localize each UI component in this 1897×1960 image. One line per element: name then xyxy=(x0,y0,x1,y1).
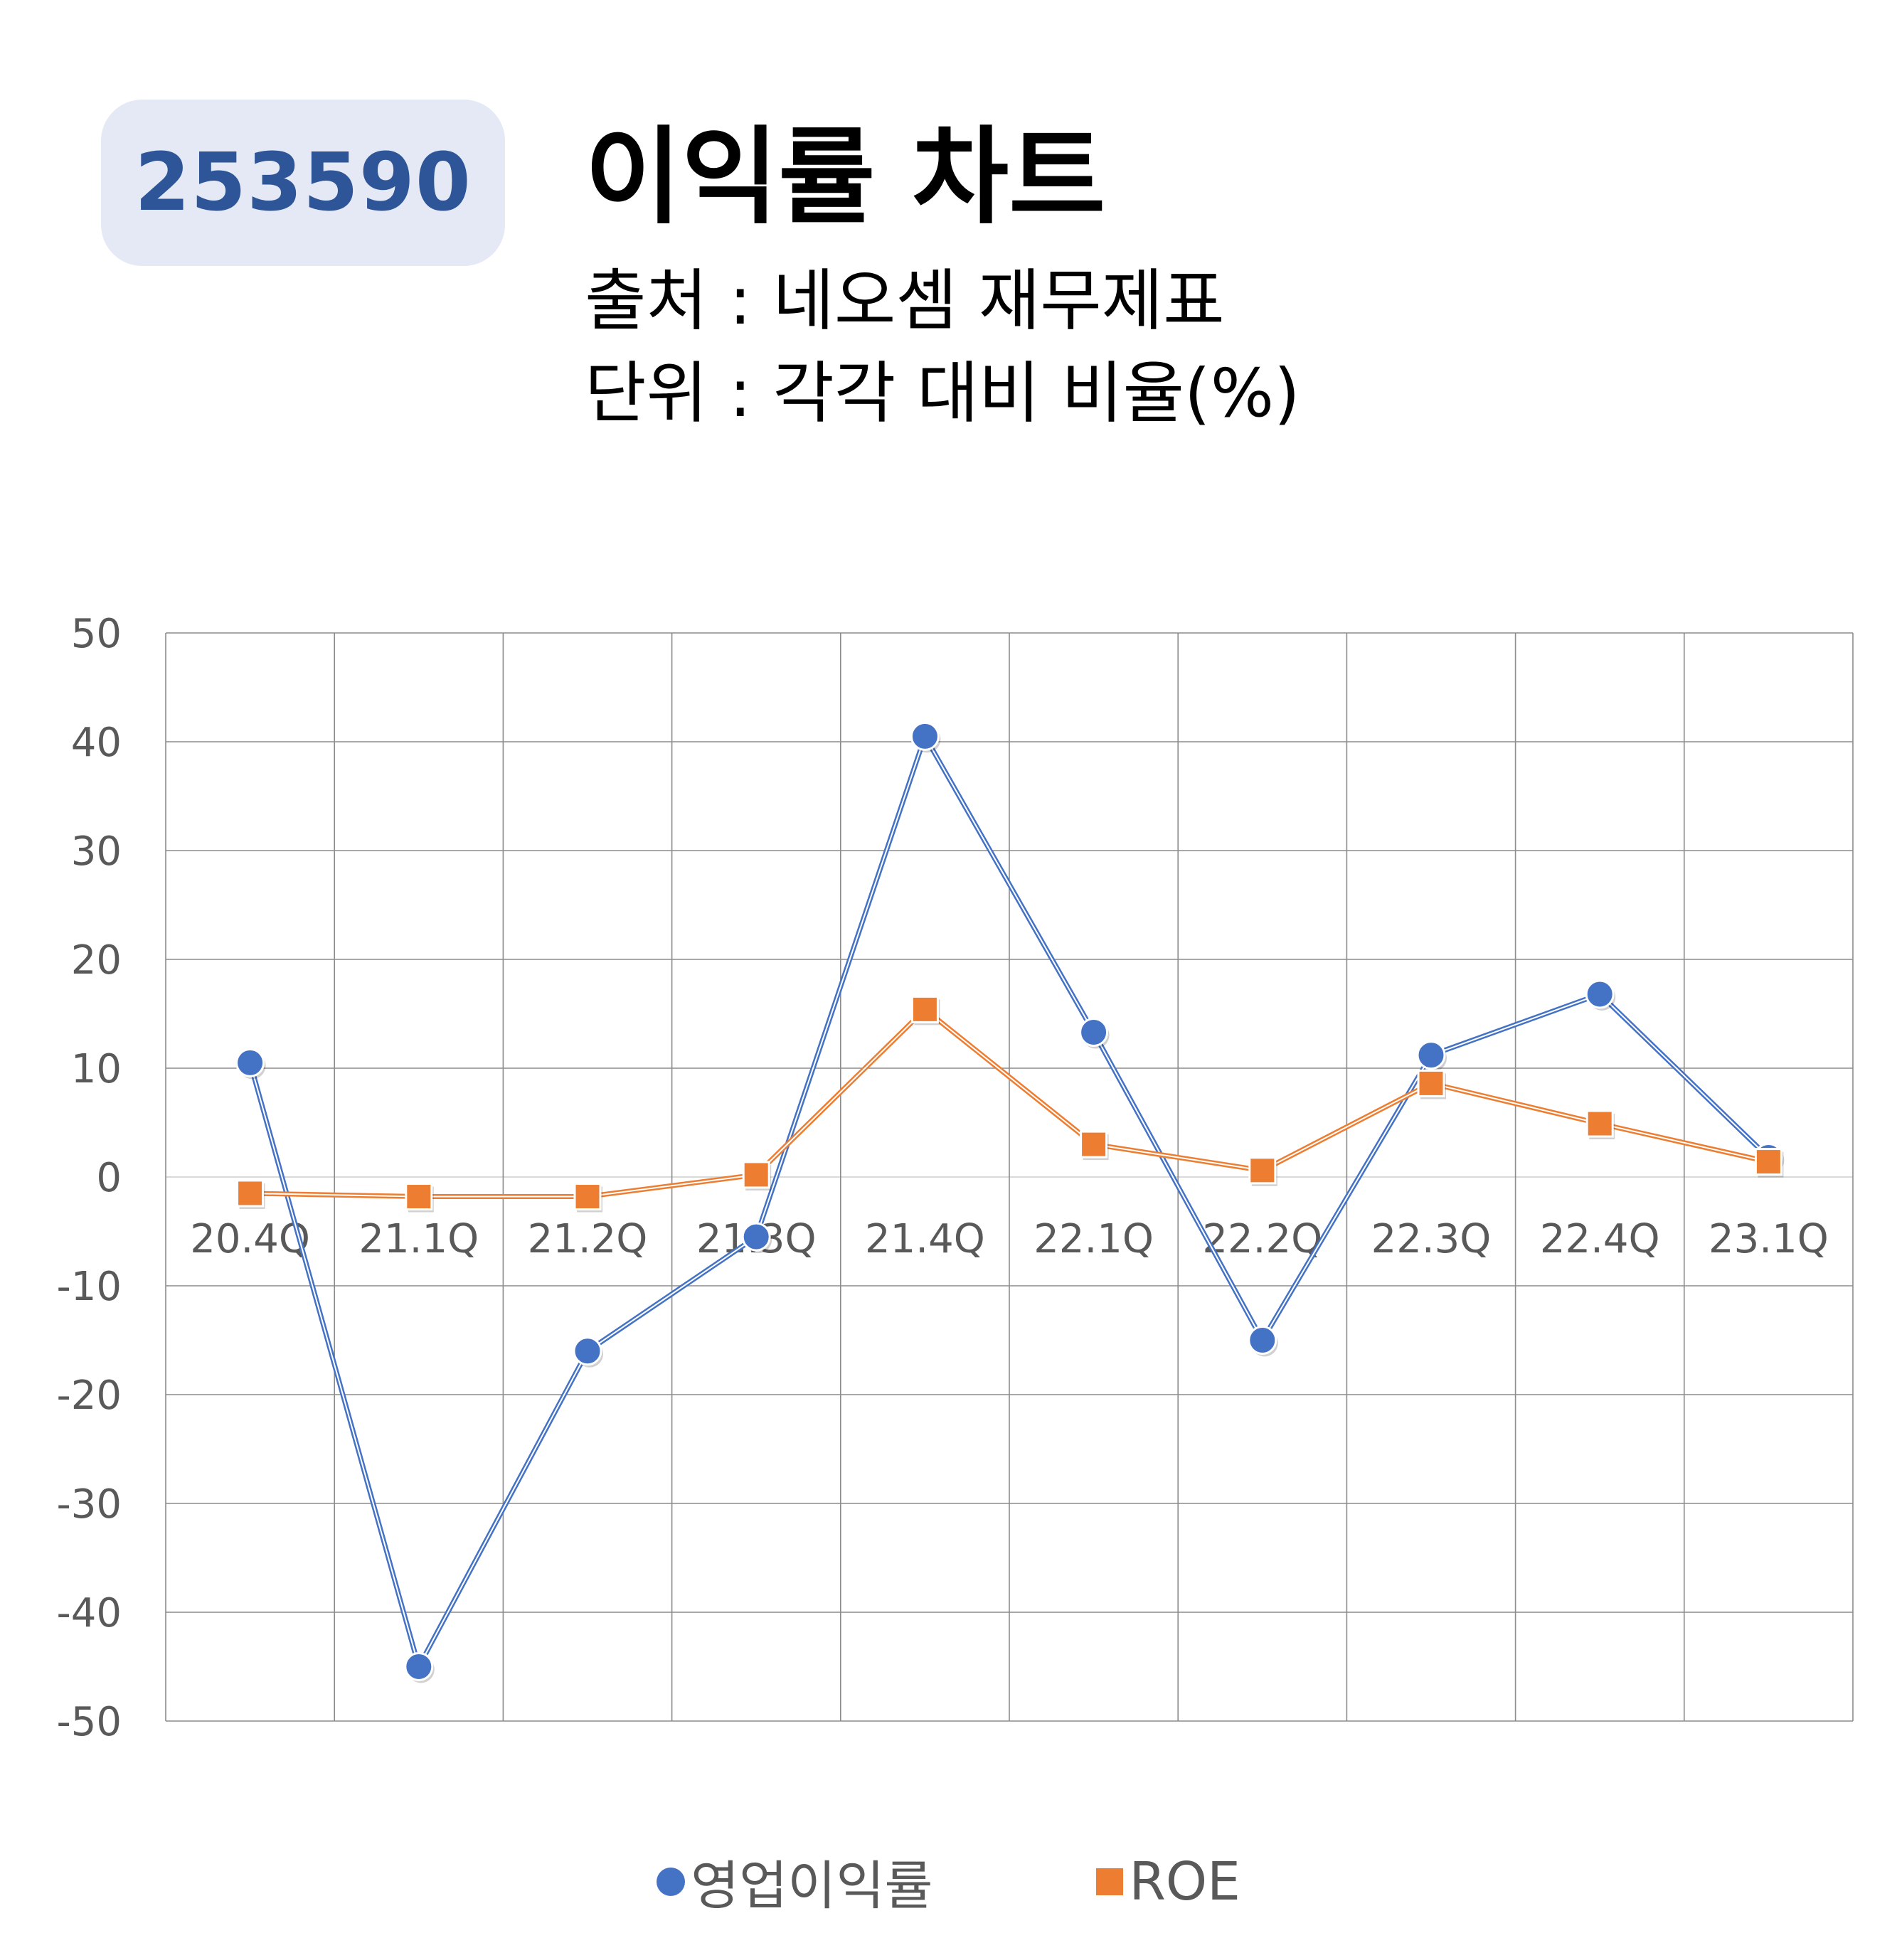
data-point-square xyxy=(1248,1156,1277,1185)
legend-item-roe: ROE xyxy=(1096,1843,1240,1919)
series-1 xyxy=(235,721,1785,1683)
unit-text: 단위 : 각각 대비 비율(%) xyxy=(585,355,1300,432)
data-point-square xyxy=(1080,1130,1108,1159)
data-point-circle xyxy=(235,1048,265,1077)
data-point-square xyxy=(910,995,939,1023)
ticker-badge: 253590 xyxy=(101,100,505,266)
data-point-circle xyxy=(1585,979,1615,1009)
data-point-square xyxy=(236,1179,265,1208)
page-title: 이익률 차트 xyxy=(585,116,1106,238)
legend-square-icon xyxy=(1096,1868,1124,1895)
y-tick-label: 20 xyxy=(71,937,122,984)
x-tick-label: 22.2Q xyxy=(1202,1216,1322,1262)
data-point-circle xyxy=(741,1222,771,1252)
legend-label-roe: ROE xyxy=(1129,1850,1240,1912)
legend-label-operating-margin: 영업이익률 xyxy=(691,1855,933,1917)
y-tick-label: 30 xyxy=(71,829,122,875)
data-point-square xyxy=(405,1183,433,1211)
x-tick-label: 21.4Q xyxy=(865,1216,985,1262)
y-tick-label: -40 xyxy=(57,1590,122,1636)
x-tick-label: 22.4Q xyxy=(1540,1216,1660,1262)
chart-legend: 영업이익률 ROE xyxy=(0,1843,1897,1919)
x-tick-label: 23.1Q xyxy=(1709,1216,1829,1262)
chart-series xyxy=(235,721,1785,1683)
ticker-code: 253590 xyxy=(134,137,472,229)
y-tick-label: 10 xyxy=(71,1046,122,1092)
legend-circle-icon xyxy=(657,1867,686,1896)
x-axis-ticks: 20.4Q21.1Q21.2Q21.3Q21.4Q22.1Q22.2Q22.3Q… xyxy=(190,1216,1829,1262)
x-tick-label: 22.1Q xyxy=(1033,1216,1154,1262)
data-point-circle xyxy=(1416,1040,1446,1070)
x-tick-label: 22.3Q xyxy=(1371,1216,1492,1262)
x-tick-label: 20.4Q xyxy=(190,1216,310,1262)
x-tick-label: 21.1Q xyxy=(358,1216,479,1262)
data-point-square xyxy=(1417,1069,1445,1097)
data-point-square xyxy=(1754,1148,1782,1176)
source-text: 출처 : 네오셈 재무제표 xyxy=(585,262,1225,340)
x-tick-label: 21.2Q xyxy=(528,1216,648,1262)
data-point-square xyxy=(742,1161,770,1189)
data-point-circle xyxy=(404,1652,434,1681)
y-tick-label: 50 xyxy=(71,611,122,657)
series-line-inner xyxy=(250,1008,1769,1198)
legend-item-operating-margin: 영업이익률 xyxy=(657,1843,932,1919)
y-tick-label: -30 xyxy=(57,1481,122,1528)
data-point-circle xyxy=(573,1336,602,1366)
y-tick-label: -20 xyxy=(57,1373,122,1419)
series-line-inner xyxy=(249,735,1770,1668)
data-point-square xyxy=(573,1183,602,1211)
y-tick-label: 40 xyxy=(71,720,122,766)
series-2 xyxy=(236,995,1784,1213)
data-point-circle xyxy=(1079,1018,1109,1048)
y-tick-label: -10 xyxy=(57,1264,122,1310)
y-tick-label: 0 xyxy=(96,1155,122,1201)
chart-grid xyxy=(165,632,1854,1722)
data-point-square xyxy=(1585,1109,1614,1138)
data-point-circle xyxy=(910,721,940,751)
y-axis-ticks: 50 40 30 20 10 0 -10 -20 -30 -40 -50 xyxy=(57,611,122,1745)
data-point-circle xyxy=(1248,1326,1277,1355)
y-tick-label: -50 xyxy=(57,1699,122,1745)
